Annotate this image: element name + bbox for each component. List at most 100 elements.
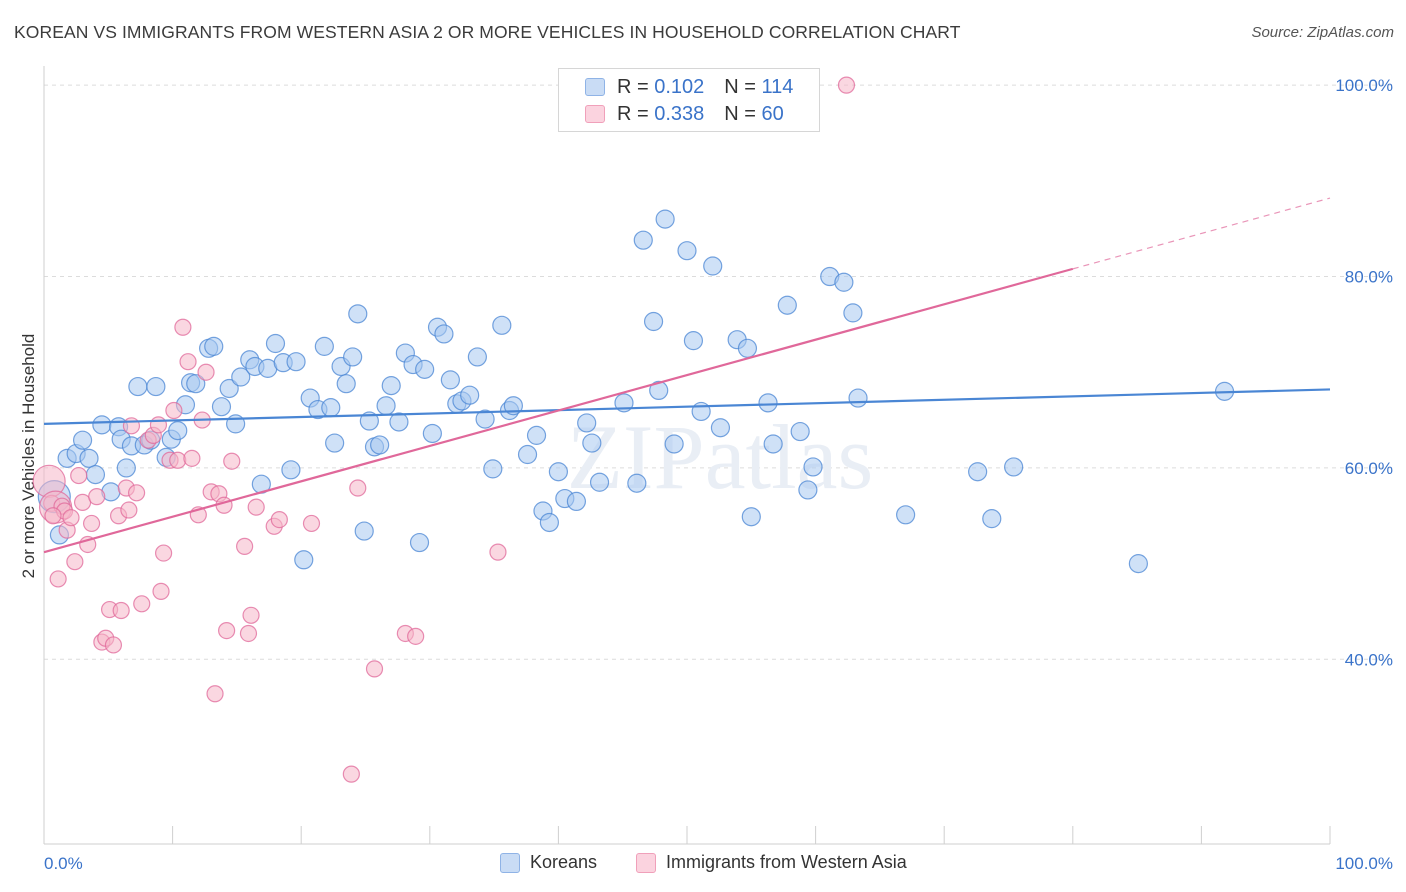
korean-point [467, 347, 487, 367]
legend-n-label: N = [724, 75, 756, 98]
korean-point [336, 374, 356, 394]
bottom-legend-koreans: Koreans [500, 852, 597, 873]
korean-point [703, 256, 723, 276]
western-asia-point [127, 484, 146, 502]
korean-point [286, 352, 306, 372]
western-asia-point [218, 622, 236, 640]
korean-point [643, 311, 664, 332]
korean-point [968, 462, 988, 482]
legend-n-label: N = [724, 102, 756, 125]
y-tick-label: 100.0% [1335, 76, 1393, 95]
legend-r-label: R = [617, 102, 649, 125]
x-tick-right: 100.0% [1335, 854, 1393, 873]
x-tick-left: 0.0% [44, 854, 83, 873]
western-asia-point [66, 553, 84, 571]
korean-point [389, 412, 409, 432]
korean-point [422, 423, 442, 444]
western-asia-point [242, 606, 260, 624]
western-asia-point [236, 537, 254, 555]
korean-point [683, 331, 704, 351]
western-asia-point [270, 510, 288, 529]
gridlines [44, 84, 1392, 660]
western-asia-point [165, 401, 183, 420]
trend-lines [43, 197, 1331, 554]
korean-point [777, 295, 797, 315]
korean-point [548, 462, 569, 482]
korean-point [627, 473, 647, 493]
korean-point [321, 398, 341, 418]
korean-point [168, 420, 188, 441]
korean-point [758, 393, 778, 413]
korean-point [577, 413, 597, 433]
korean-point [72, 430, 93, 450]
western-asia-point [120, 501, 138, 519]
bottom-legend-western-asia: Immigrants from Western Asia [636, 852, 907, 873]
korean-point [798, 480, 818, 500]
korean-point [359, 411, 379, 431]
korean-point [483, 459, 503, 479]
western-asia-point [112, 601, 130, 620]
korean-point [354, 521, 374, 541]
axes [43, 66, 1331, 845]
legend-n-value: 60 [761, 102, 784, 125]
korean-point [677, 241, 697, 261]
y-tick-labels: 40.0% 60.0% 80.0% 100.0% [1335, 76, 1393, 669]
western-asia-trend-line-extension [1072, 197, 1331, 270]
western-asia-point [239, 624, 258, 643]
korean-point [146, 376, 166, 397]
korean-point [265, 333, 286, 354]
western-asia-point [223, 452, 241, 470]
korean-point [434, 324, 454, 344]
western-asia-point [152, 582, 170, 600]
legend-r-value: 0.338 [654, 102, 705, 125]
korean-point [896, 505, 916, 525]
korean-point [231, 367, 251, 387]
korean-point [589, 472, 610, 492]
western-asia-point [154, 544, 173, 562]
korean-point [539, 512, 559, 533]
korean-point [664, 434, 684, 454]
korean-point [475, 409, 495, 429]
korean-point [982, 509, 1002, 529]
korean-point [763, 434, 783, 454]
korean-point [1004, 457, 1024, 477]
western-asia-point [365, 660, 384, 678]
korean-point [492, 315, 512, 335]
korean-point [211, 397, 232, 417]
chart-title: KOREAN VS IMMIGRANTS FROM WESTERN ASIA 2… [14, 22, 961, 42]
western-asia-point [122, 417, 141, 435]
legend-n-value: 114 [761, 75, 794, 98]
western-asia-point [197, 363, 215, 381]
korean-point [633, 230, 653, 250]
western-asia-point [62, 509, 80, 527]
korean-point [92, 415, 112, 435]
stats-legend: R = 0.102 N = 114 R = 0.338 N = 60 [558, 68, 820, 132]
korean-point [440, 370, 460, 390]
korean-point [843, 303, 863, 323]
korean-point [204, 336, 224, 356]
y-tick-label: 80.0% [1345, 268, 1393, 287]
western-asia-point [133, 595, 151, 613]
korean-point [294, 550, 314, 570]
legend-swatch-western-asia [585, 105, 605, 123]
bottom-legend-swatch-western-asia [636, 852, 656, 873]
western-asia-point [169, 451, 187, 469]
legend-row-western-asia: R = 0.338 N = 60 [585, 102, 784, 126]
western-asia-point [88, 488, 106, 506]
korean-point [219, 378, 239, 399]
western-asia-point [183, 449, 201, 467]
korean-point [649, 380, 669, 401]
western-asia-point [302, 514, 321, 533]
western-asia-point [407, 627, 425, 645]
korean-point [517, 444, 538, 465]
western-asia-point [206, 685, 224, 703]
korean-point [343, 347, 363, 367]
korean-point [116, 458, 136, 478]
korean-point [655, 209, 675, 229]
western-asia-point [837, 76, 856, 94]
korean-point [1128, 554, 1148, 574]
bottom-legend-label: Immigrants from Western Asia [666, 852, 907, 872]
western-asia-point [44, 507, 62, 525]
korean-point [186, 374, 206, 394]
